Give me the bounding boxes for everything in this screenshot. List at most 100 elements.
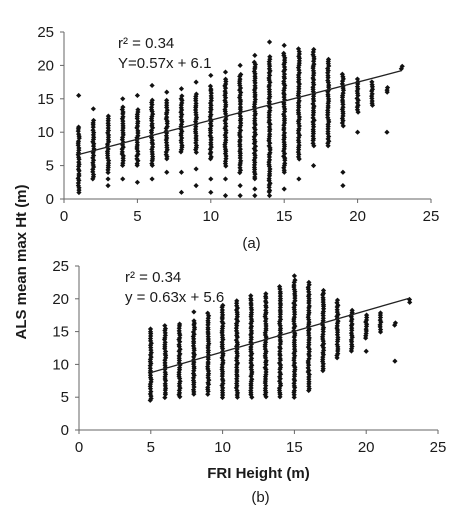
- data-point: [295, 46, 302, 52]
- data-point: [267, 54, 273, 60]
- data-point: [291, 273, 297, 279]
- data-point: [263, 383, 269, 389]
- data-point: [105, 113, 111, 119]
- data-point: [320, 295, 326, 301]
- data-point: [355, 102, 361, 108]
- data-point: [263, 362, 269, 368]
- data-point: [295, 137, 302, 143]
- data-point: [277, 314, 283, 320]
- data-point: [325, 114, 331, 121]
- x-tick-label: 15: [276, 208, 293, 225]
- data-point: [263, 394, 269, 400]
- data-point: [277, 355, 283, 361]
- data-point: [296, 142, 302, 148]
- data-point: [190, 377, 197, 384]
- data-point: [223, 127, 229, 133]
- data-point: [251, 68, 257, 75]
- data-point: [147, 397, 153, 403]
- data-point: [219, 355, 225, 361]
- data-point: [233, 385, 239, 391]
- data-point: [306, 351, 312, 357]
- data-point: [306, 356, 312, 362]
- data-point: [252, 108, 258, 114]
- data-point: [340, 169, 346, 175]
- data-point: [306, 379, 312, 385]
- data-point: [262, 391, 268, 398]
- data-point: [191, 336, 197, 342]
- x-tick-label: 0: [60, 208, 68, 225]
- data-point: [262, 350, 269, 357]
- x-tick-label: 10: [202, 208, 219, 225]
- data-point: [281, 186, 287, 192]
- data-point: [248, 309, 255, 316]
- data-point: [208, 176, 214, 182]
- data-point: [266, 143, 272, 149]
- data-point: [267, 107, 273, 114]
- data-point: [248, 353, 254, 359]
- data-point: [135, 151, 141, 157]
- data-point: [266, 193, 273, 199]
- data-point: [384, 85, 391, 91]
- data-point: [193, 100, 199, 107]
- data-point: [310, 140, 316, 146]
- data-point: [363, 319, 369, 325]
- data-point: [234, 360, 241, 366]
- y-tick-label: 0: [46, 191, 54, 208]
- data-point: [296, 95, 302, 101]
- data-point: [76, 131, 82, 137]
- data-point: [176, 381, 183, 387]
- data-point: [310, 108, 317, 114]
- data-point: [208, 189, 214, 195]
- data-point: [219, 339, 225, 345]
- data-point: [208, 93, 214, 99]
- data-point: [176, 387, 182, 394]
- data-point: [208, 105, 214, 111]
- data-point: [147, 368, 154, 374]
- data-point: [147, 365, 153, 371]
- data-point: [296, 123, 302, 129]
- data-point: [262, 313, 268, 320]
- data-point: [76, 124, 82, 130]
- data-point: [340, 118, 346, 124]
- data-point: [320, 334, 326, 340]
- data-point: [355, 92, 361, 99]
- data-point: [205, 359, 211, 365]
- data-point: [120, 176, 126, 182]
- data-points: [75, 39, 405, 199]
- data-point: [237, 183, 243, 189]
- data-point: [295, 64, 302, 71]
- data-point: [252, 78, 258, 84]
- data-point: [262, 346, 268, 352]
- data-point: [134, 156, 140, 162]
- data-point: [237, 137, 243, 143]
- data-point: [222, 193, 229, 199]
- data-point: [348, 346, 355, 352]
- data-point: [164, 97, 170, 103]
- data-point: [147, 335, 154, 342]
- data-point: [266, 66, 272, 72]
- data-point: [406, 296, 413, 303]
- data-point: [306, 330, 312, 336]
- data-point: [325, 136, 331, 142]
- data-point: [234, 330, 240, 336]
- data-point: [164, 89, 170, 95]
- data-point: [263, 358, 269, 364]
- data-point: [178, 189, 185, 195]
- data-point: [326, 138, 332, 144]
- data-point: [340, 183, 346, 189]
- data-point: [281, 125, 287, 131]
- data-point: [208, 72, 214, 79]
- data-point: [354, 84, 361, 90]
- data-point: [267, 140, 273, 146]
- data-point: [339, 97, 346, 103]
- data-point: [252, 83, 258, 89]
- data-point: [251, 162, 258, 168]
- trendline: [150, 297, 410, 374]
- data-point: [177, 385, 183, 391]
- data-point: [306, 371, 312, 378]
- data-point: [219, 364, 225, 370]
- data-point: [354, 76, 361, 82]
- data-point: [306, 319, 312, 325]
- data-point: [120, 121, 126, 127]
